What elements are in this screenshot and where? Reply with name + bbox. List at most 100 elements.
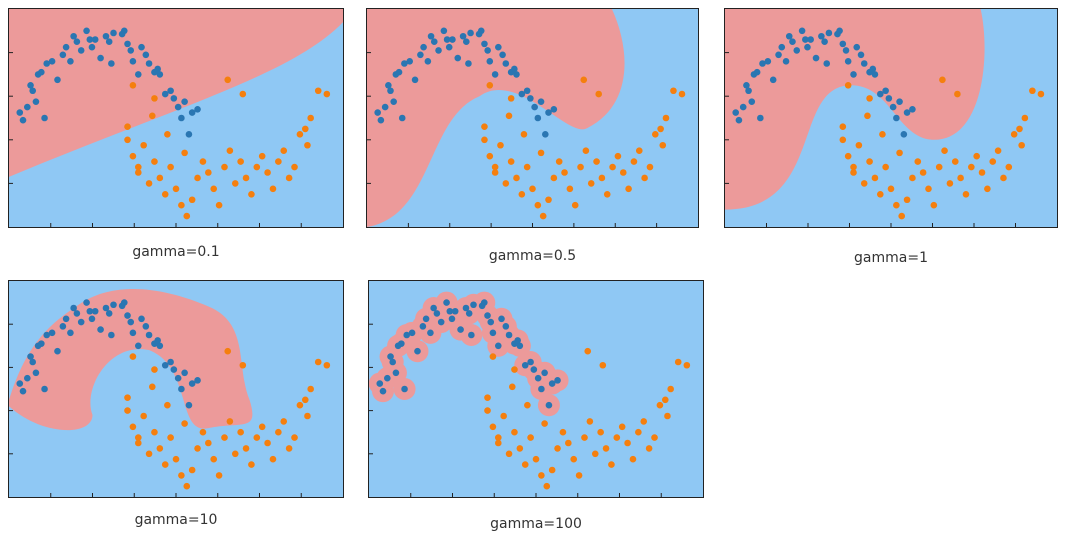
point-class0 — [129, 353, 137, 360]
point-class0 — [304, 141, 311, 149]
point-class1 — [110, 301, 117, 309]
point-class0 — [581, 434, 588, 441]
point-class0 — [237, 428, 244, 436]
point-class0 — [613, 434, 621, 441]
point-class1 — [16, 109, 24, 116]
point-class0 — [555, 158, 563, 165]
point-class0 — [624, 439, 631, 447]
point-class1 — [97, 54, 104, 62]
plot-area — [724, 8, 1058, 228]
point-class1 — [462, 304, 470, 312]
point-class0 — [543, 482, 551, 490]
point-class0 — [194, 174, 201, 182]
point-class0 — [565, 439, 572, 447]
point-class1 — [43, 331, 51, 339]
point-class0 — [210, 185, 218, 193]
point-class1 — [170, 95, 178, 102]
point-class0 — [148, 112, 156, 120]
point-class0 — [224, 76, 232, 84]
point-class0 — [871, 174, 879, 182]
point-class1 — [440, 27, 448, 35]
point-class0 — [930, 201, 938, 209]
point-class1 — [77, 318, 85, 326]
point-class1 — [489, 329, 497, 337]
point-class1 — [174, 103, 182, 111]
point-class0 — [524, 401, 531, 409]
point-class1 — [802, 36, 809, 43]
point-class0 — [264, 169, 271, 176]
point-class0 — [226, 418, 234, 425]
point-class0 — [148, 383, 156, 391]
point-class0 — [226, 147, 234, 154]
point-class1 — [759, 60, 766, 67]
point-class0 — [538, 472, 545, 479]
point-class1 — [91, 307, 99, 315]
point-class0 — [1005, 163, 1013, 171]
point-class0 — [909, 174, 916, 182]
point-class0 — [494, 434, 502, 441]
chart-title: gamma=100 — [490, 516, 582, 532]
point-class0 — [914, 158, 922, 165]
region-class1 — [367, 9, 625, 227]
point-class1 — [77, 47, 85, 54]
point-class1 — [433, 310, 441, 317]
point-class0 — [941, 147, 948, 154]
point-class1 — [145, 60, 153, 67]
point-class1 — [181, 369, 188, 377]
point-class1 — [48, 329, 56, 337]
point-class1 — [105, 310, 113, 317]
point-class1 — [764, 58, 772, 65]
point-class0 — [527, 434, 534, 441]
point-class0 — [205, 169, 212, 176]
point-class1 — [138, 43, 145, 51]
point-class1 — [798, 27, 806, 35]
point-class0 — [199, 158, 207, 165]
scatter-svg — [9, 9, 343, 227]
point-class1 — [505, 331, 513, 339]
point-class0 — [253, 434, 261, 441]
point-class1 — [108, 60, 115, 67]
point-class0 — [484, 394, 491, 401]
point-class0 — [593, 158, 600, 165]
point-class0 — [657, 125, 664, 133]
point-class0 — [258, 423, 266, 431]
point-class1 — [495, 43, 502, 51]
point-class1 — [62, 315, 70, 323]
point-class1 — [502, 323, 510, 330]
point-class1 — [379, 387, 387, 395]
point-class0 — [850, 163, 857, 171]
point-class1 — [903, 109, 911, 116]
point-class1 — [451, 307, 459, 315]
point-class0 — [491, 169, 499, 176]
point-class0 — [239, 90, 247, 98]
point-class1 — [821, 38, 828, 45]
point-class0 — [129, 82, 137, 89]
point-class1 — [842, 47, 850, 54]
point-class0 — [210, 455, 218, 463]
point-class0 — [896, 149, 903, 157]
point-class0 — [258, 152, 266, 160]
chart-title: gamma=10 — [134, 512, 218, 528]
point-class1 — [83, 27, 90, 35]
point-class0 — [151, 428, 158, 436]
point-class1 — [745, 87, 752, 95]
point-class1 — [32, 98, 40, 105]
point-class1 — [43, 60, 51, 67]
point-class0 — [521, 461, 529, 468]
point-class0 — [484, 407, 491, 414]
point-class1 — [188, 380, 196, 387]
point-class0 — [505, 450, 513, 458]
point-class0 — [164, 131, 171, 138]
point-class0 — [645, 445, 653, 452]
point-class0 — [635, 428, 642, 436]
point-class1 — [398, 114, 406, 122]
point-class1 — [537, 98, 545, 105]
point-class1 — [181, 98, 188, 105]
point-class1 — [424, 58, 432, 65]
point-class0 — [194, 445, 201, 452]
point-class0 — [248, 461, 255, 468]
point-class1 — [542, 131, 549, 138]
point-class0 — [935, 163, 943, 171]
point-class1 — [882, 87, 889, 95]
point-class1 — [491, 71, 499, 78]
